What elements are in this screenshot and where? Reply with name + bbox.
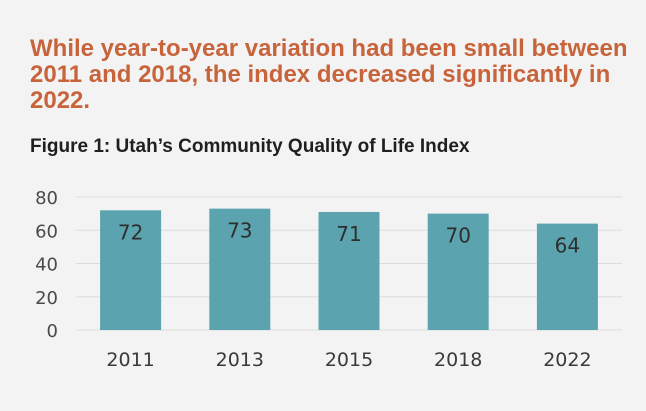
y-tick-label: 0: [47, 321, 58, 342]
bar-2022: [536, 223, 598, 330]
data-label: 73: [227, 219, 252, 243]
bar-2011: [100, 210, 162, 330]
x-category-label: 2022: [543, 349, 591, 371]
x-axis-categories: 2011 2013 2015 2018 2022: [106, 349, 591, 371]
data-label: 64: [555, 234, 580, 258]
data-label: 71: [336, 222, 361, 246]
x-category-label: 2011: [106, 349, 154, 371]
headline: While year-to-year variation had been sm…: [30, 35, 628, 114]
y-tick-label: 20: [35, 288, 58, 309]
bars: [100, 208, 598, 330]
x-category-label: 2015: [325, 349, 373, 371]
data-label: 70: [445, 224, 470, 248]
y-tick-label: 80: [35, 188, 58, 209]
y-tick-label: 60: [35, 221, 58, 242]
y-axis-ticks: 0 20 40 60 80: [35, 188, 58, 342]
data-labels: 72 73 71 70 64: [118, 219, 580, 258]
bar-2013: [209, 208, 271, 330]
y-tick-label: 40: [35, 255, 58, 276]
x-category-label: 2013: [216, 349, 264, 371]
data-label: 72: [118, 220, 143, 244]
bar-2015: [318, 211, 380, 330]
x-category-label: 2018: [434, 349, 482, 371]
bar-2018: [427, 213, 489, 330]
chart-title: Figure 1: Utah’s Community Quality of Li…: [30, 136, 470, 157]
